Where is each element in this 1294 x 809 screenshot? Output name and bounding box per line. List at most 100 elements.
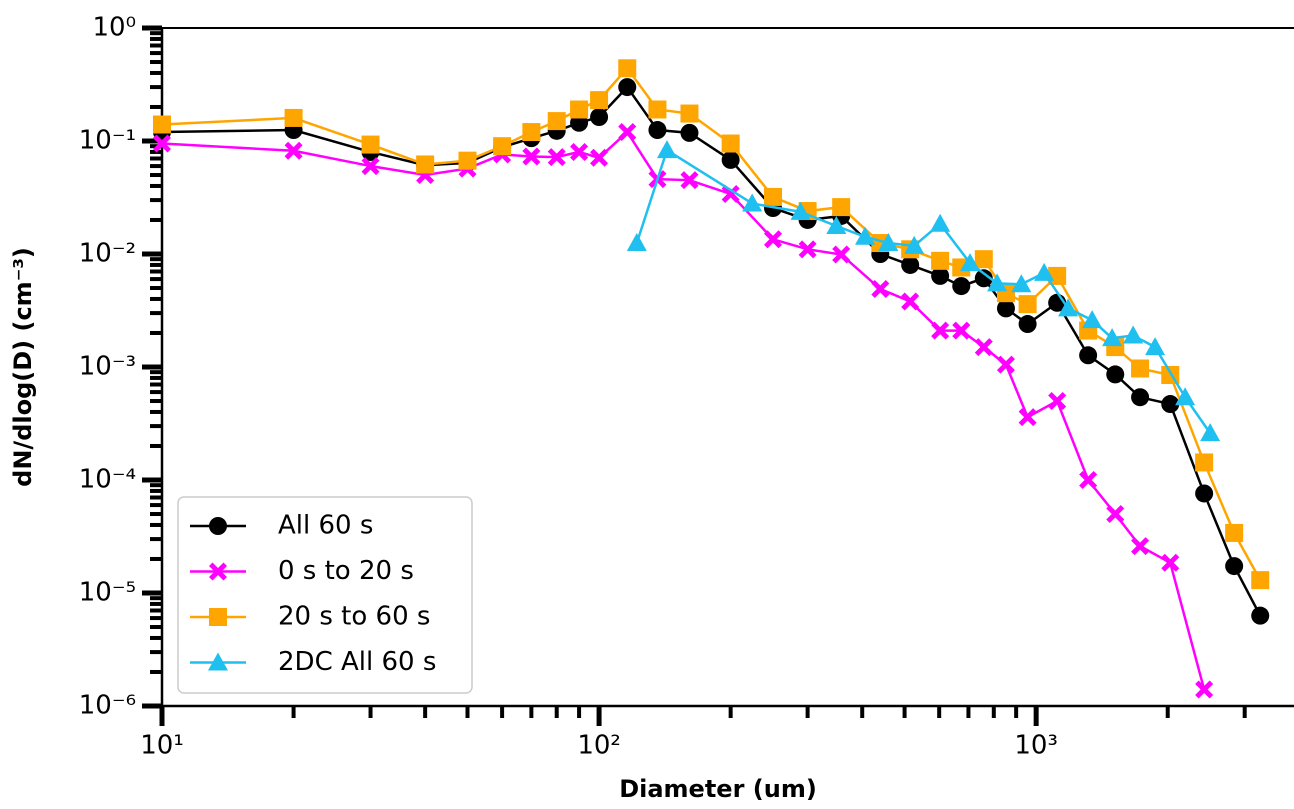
marker bbox=[680, 123, 699, 142]
marker bbox=[1079, 471, 1098, 489]
marker bbox=[996, 299, 1015, 318]
marker bbox=[1034, 262, 1055, 281]
marker bbox=[1018, 295, 1037, 314]
marker bbox=[648, 121, 667, 140]
marker bbox=[930, 213, 951, 232]
marker bbox=[974, 269, 993, 288]
legend-label: All 60 s bbox=[278, 511, 373, 541]
marker bbox=[284, 141, 303, 160]
legend-label: 2DC All 60 s bbox=[278, 647, 436, 677]
marker bbox=[1225, 557, 1244, 576]
y-tick-label: 10⁻² bbox=[79, 239, 136, 269]
legend-label: 20 s to 60 s bbox=[278, 602, 430, 632]
x-tick-label: 10³ bbox=[1014, 731, 1058, 761]
marker bbox=[590, 148, 609, 167]
marker bbox=[522, 123, 541, 142]
legend-box bbox=[177, 496, 473, 694]
marker bbox=[361, 157, 380, 176]
marker bbox=[1131, 537, 1150, 556]
marker bbox=[931, 251, 950, 270]
marker bbox=[1131, 388, 1150, 407]
marker bbox=[721, 184, 740, 203]
marker bbox=[1251, 571, 1270, 590]
x-tick-label: 10² bbox=[577, 731, 621, 761]
marker bbox=[1175, 387, 1196, 406]
marker bbox=[1195, 680, 1214, 699]
marker bbox=[618, 78, 637, 97]
marker bbox=[1082, 310, 1103, 329]
marker bbox=[547, 148, 566, 167]
marker bbox=[522, 147, 541, 166]
x-tick-label: 10¹ bbox=[140, 731, 184, 761]
marker bbox=[590, 91, 609, 110]
marker bbox=[1195, 484, 1214, 503]
marker bbox=[832, 198, 851, 217]
marker bbox=[798, 240, 817, 259]
marker bbox=[648, 100, 667, 119]
marker bbox=[901, 292, 920, 311]
y-tick-label: 10⁰ bbox=[92, 13, 136, 43]
marker bbox=[1131, 359, 1150, 378]
marker bbox=[987, 273, 1008, 292]
legend-marker bbox=[209, 562, 227, 581]
marker bbox=[974, 338, 993, 357]
marker bbox=[1225, 523, 1244, 542]
marker bbox=[1018, 315, 1037, 334]
legend-marker bbox=[208, 652, 228, 671]
marker bbox=[996, 355, 1015, 374]
marker bbox=[1058, 298, 1079, 317]
legend-marker bbox=[209, 608, 227, 626]
marker bbox=[721, 134, 740, 153]
marker bbox=[570, 142, 589, 161]
marker bbox=[416, 155, 435, 174]
marker bbox=[952, 277, 971, 296]
marker bbox=[1123, 325, 1144, 344]
marker bbox=[901, 255, 920, 274]
marker bbox=[284, 108, 303, 127]
marker bbox=[742, 193, 763, 212]
marker bbox=[1106, 365, 1125, 384]
marker bbox=[931, 266, 950, 285]
marker bbox=[721, 150, 740, 169]
y-tick-label: 10⁻⁶ bbox=[79, 691, 136, 721]
marker bbox=[1200, 423, 1221, 442]
marker bbox=[1079, 346, 1098, 365]
marker bbox=[1106, 505, 1125, 524]
marker bbox=[1018, 408, 1037, 427]
legend-label: 0 s to 20 s bbox=[278, 556, 414, 586]
y-axis-label: dN/dlog(D) (cm⁻³) bbox=[9, 247, 37, 487]
marker bbox=[790, 201, 811, 220]
marker bbox=[871, 280, 890, 299]
marker bbox=[878, 233, 899, 252]
y-tick-label: 10⁻⁵ bbox=[79, 578, 136, 608]
marker bbox=[590, 108, 609, 127]
marker bbox=[1011, 274, 1032, 293]
marker bbox=[952, 321, 971, 340]
marker bbox=[656, 140, 677, 159]
marker bbox=[960, 253, 981, 272]
marker bbox=[1048, 392, 1067, 411]
marker bbox=[680, 171, 699, 190]
marker bbox=[764, 187, 783, 206]
y-tick-label: 10⁻⁴ bbox=[79, 465, 136, 495]
marker bbox=[1161, 553, 1180, 572]
marker bbox=[904, 235, 925, 254]
marker bbox=[680, 104, 699, 123]
marker bbox=[361, 135, 380, 154]
marker bbox=[1102, 328, 1123, 347]
marker bbox=[1251, 606, 1270, 625]
marker bbox=[153, 134, 171, 153]
marker bbox=[832, 245, 851, 264]
marker bbox=[547, 112, 566, 131]
marker bbox=[1195, 453, 1214, 472]
marker bbox=[826, 215, 847, 234]
marker bbox=[458, 151, 477, 170]
marker bbox=[931, 321, 950, 340]
y-tick-label: 10⁻¹ bbox=[79, 126, 136, 156]
marker bbox=[974, 250, 993, 269]
y-tick-label: 10⁻³ bbox=[79, 352, 136, 382]
marker bbox=[626, 233, 647, 252]
marker bbox=[570, 100, 589, 119]
marker bbox=[1145, 337, 1166, 356]
